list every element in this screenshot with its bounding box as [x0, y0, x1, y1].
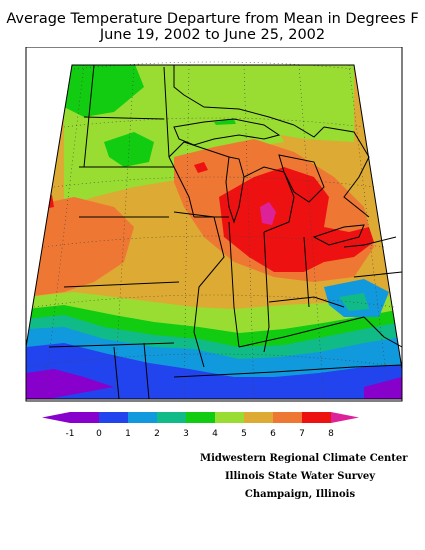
credit-line-survey: Illinois State Water Survey: [224, 471, 376, 482]
legend-swatch: [70, 412, 99, 423]
legend-tick-label: -1: [66, 429, 75, 439]
legend-swatch: [244, 412, 273, 423]
legend-tick-label: 6: [270, 429, 276, 439]
legend-tick-label: 5: [241, 429, 247, 439]
state-boundaries: [48, 64, 403, 400]
legend-tick-label: 1: [125, 429, 131, 439]
legend-swatch: [302, 412, 331, 423]
legend-arrow-high: [331, 412, 359, 423]
legend-swatch: [99, 412, 128, 423]
credit-line-location: Champaign, Illinois: [244, 489, 356, 500]
legend-tick-label: 3: [183, 429, 189, 439]
legend-tick-label: 7: [299, 429, 305, 439]
graticule: [25, 61, 403, 400]
credits: Midwestern Regional Climate Center Illin…: [200, 450, 408, 504]
color-legend: -1 0 1 2 3 4 5 6 7 8: [40, 410, 390, 442]
legend-tick-label: 4: [212, 429, 218, 439]
departure-contours: [26, 65, 402, 399]
legend-tick-label: 8: [328, 429, 334, 439]
legend-swatch: [273, 412, 302, 423]
temperature-departure-map: [24, 46, 404, 403]
legend-swatch: [186, 412, 215, 423]
legend-bar: -1 0 1 2 3 4 5 6 7 8: [42, 412, 359, 439]
map-title-line1: Average Temperature Departure from Mean …: [6, 11, 419, 27]
legend-tick-label: 0: [96, 429, 102, 439]
map-canvas: [25, 46, 403, 402]
map-title-line2: June 19, 2002 to June 25, 2002: [99, 27, 326, 43]
legend-arrow-low: [42, 412, 70, 423]
legend-swatch: [215, 412, 244, 423]
legend-swatch: [128, 412, 157, 423]
legend-swatch: [157, 412, 186, 423]
credit-line-center: Midwestern Regional Climate Center: [200, 453, 408, 464]
legend-tick-label: 2: [154, 429, 160, 439]
map-border: [25, 46, 403, 402]
